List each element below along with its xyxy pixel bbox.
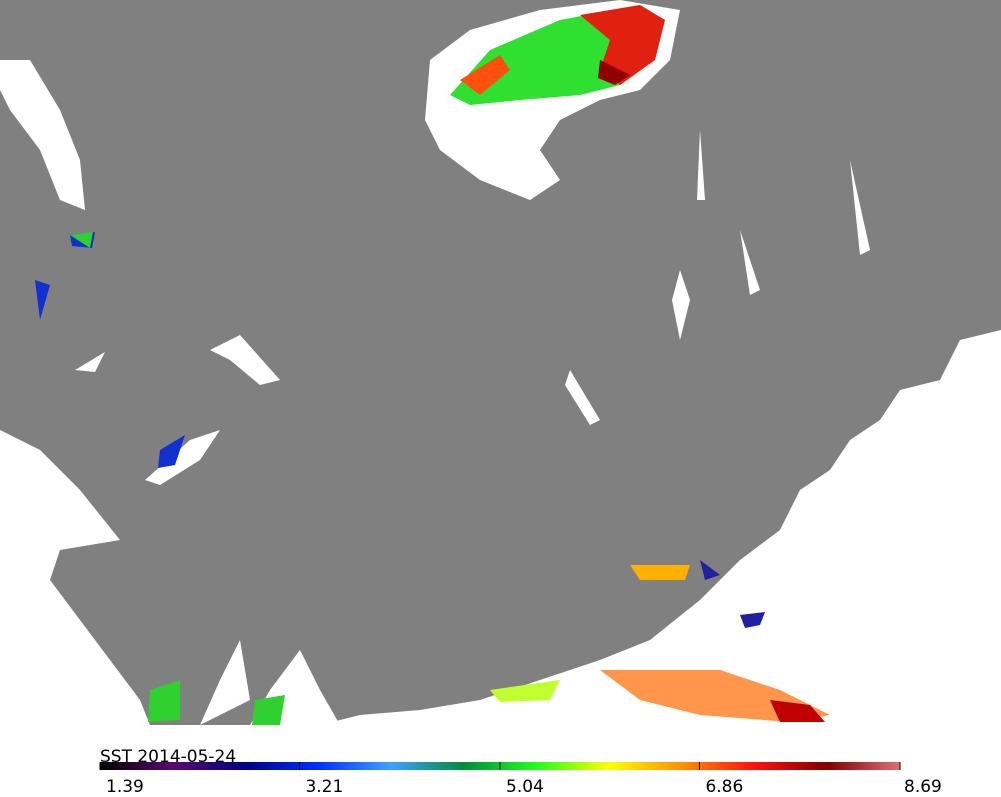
sst-patch [460, 55, 510, 95]
colorbar-tick-label: 5.04 [506, 777, 544, 797]
sea [320, 330, 1001, 725]
sst-patch [35, 232, 185, 468]
sst-patch [490, 680, 560, 702]
sst-patch [580, 5, 665, 85]
sst-patch [700, 560, 765, 628]
colorbar-tick-label: 6.86 [705, 777, 743, 797]
colorbar-tick-label: 3.21 [305, 777, 343, 797]
map [0, 0, 1001, 725]
sst-patch [600, 670, 830, 722]
sea [0, 430, 150, 725]
fjord [200, 640, 340, 725]
lake [0, 60, 85, 210]
colorbar-tick-label: 8.69 [904, 777, 942, 797]
colorbar-tick-label: 1.39 [106, 777, 144, 797]
sst-patch [598, 60, 630, 85]
sst-patch [770, 700, 825, 722]
sst-patch [630, 565, 690, 580]
